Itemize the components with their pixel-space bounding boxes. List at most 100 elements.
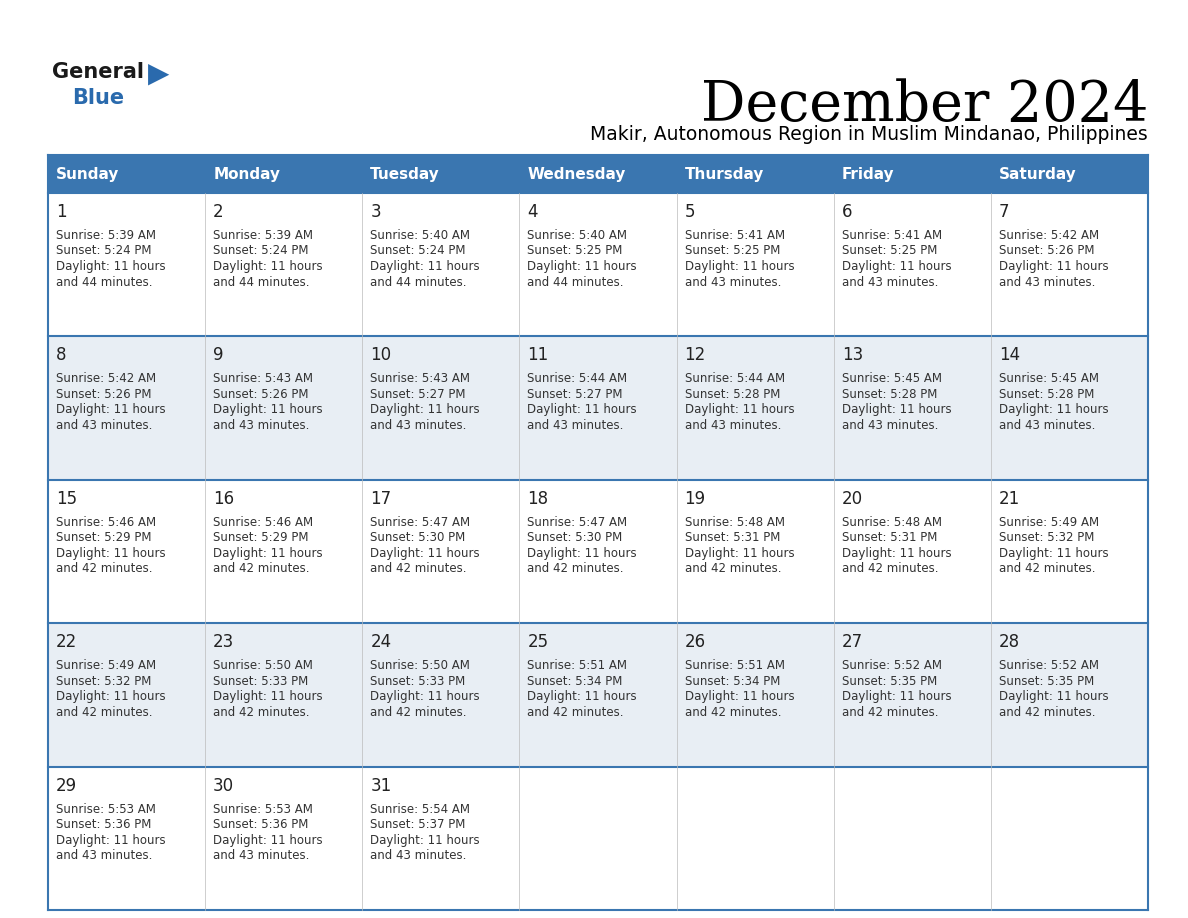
Text: Sunset: 5:34 PM: Sunset: 5:34 PM bbox=[527, 675, 623, 688]
Text: and 43 minutes.: and 43 minutes. bbox=[527, 419, 624, 431]
Text: Sunset: 5:31 PM: Sunset: 5:31 PM bbox=[684, 532, 781, 544]
Text: Sunrise: 5:54 AM: Sunrise: 5:54 AM bbox=[371, 802, 470, 815]
Text: Sunrise: 5:39 AM: Sunrise: 5:39 AM bbox=[213, 229, 314, 242]
Text: Sunset: 5:26 PM: Sunset: 5:26 PM bbox=[999, 244, 1094, 258]
Text: Sunset: 5:28 PM: Sunset: 5:28 PM bbox=[999, 388, 1094, 401]
Bar bbox=[48, 480, 1148, 623]
Text: ▶: ▶ bbox=[148, 60, 170, 88]
Text: and 43 minutes.: and 43 minutes. bbox=[56, 849, 152, 862]
Text: Daylight: 11 hours: Daylight: 11 hours bbox=[999, 547, 1108, 560]
Text: Daylight: 11 hours: Daylight: 11 hours bbox=[56, 260, 165, 273]
Text: Daylight: 11 hours: Daylight: 11 hours bbox=[527, 260, 637, 273]
Text: Daylight: 11 hours: Daylight: 11 hours bbox=[527, 547, 637, 560]
Text: and 42 minutes.: and 42 minutes. bbox=[371, 706, 467, 719]
Text: and 42 minutes.: and 42 minutes. bbox=[842, 706, 939, 719]
Text: 13: 13 bbox=[842, 346, 862, 364]
Text: Sunrise: 5:50 AM: Sunrise: 5:50 AM bbox=[213, 659, 312, 672]
Text: Sunrise: 5:41 AM: Sunrise: 5:41 AM bbox=[842, 229, 942, 242]
Text: Makir, Autonomous Region in Muslim Mindanao, Philippines: Makir, Autonomous Region in Muslim Minda… bbox=[590, 125, 1148, 144]
Text: Sunset: 5:25 PM: Sunset: 5:25 PM bbox=[684, 244, 781, 258]
Text: Daylight: 11 hours: Daylight: 11 hours bbox=[213, 547, 323, 560]
Text: Thursday: Thursday bbox=[684, 166, 764, 182]
Text: Sunrise: 5:42 AM: Sunrise: 5:42 AM bbox=[56, 373, 156, 386]
Text: 22: 22 bbox=[56, 633, 77, 651]
Text: 20: 20 bbox=[842, 490, 862, 508]
Text: 14: 14 bbox=[999, 346, 1020, 364]
Text: Sunrise: 5:43 AM: Sunrise: 5:43 AM bbox=[213, 373, 314, 386]
Text: Sunset: 5:33 PM: Sunset: 5:33 PM bbox=[371, 675, 466, 688]
Text: Daylight: 11 hours: Daylight: 11 hours bbox=[684, 260, 795, 273]
Text: 19: 19 bbox=[684, 490, 706, 508]
Text: and 43 minutes.: and 43 minutes. bbox=[213, 849, 310, 862]
Text: Sunset: 5:24 PM: Sunset: 5:24 PM bbox=[213, 244, 309, 258]
Text: Sunset: 5:24 PM: Sunset: 5:24 PM bbox=[56, 244, 152, 258]
Text: and 43 minutes.: and 43 minutes. bbox=[56, 419, 152, 431]
Text: Sunday: Sunday bbox=[56, 166, 119, 182]
Text: Sunset: 5:36 PM: Sunset: 5:36 PM bbox=[213, 818, 309, 831]
Text: Sunrise: 5:46 AM: Sunrise: 5:46 AM bbox=[213, 516, 314, 529]
Text: Daylight: 11 hours: Daylight: 11 hours bbox=[842, 690, 952, 703]
Text: Tuesday: Tuesday bbox=[371, 166, 440, 182]
Text: and 42 minutes.: and 42 minutes. bbox=[371, 563, 467, 576]
Text: Sunset: 5:37 PM: Sunset: 5:37 PM bbox=[371, 818, 466, 831]
Text: 9: 9 bbox=[213, 346, 223, 364]
Text: Sunrise: 5:47 AM: Sunrise: 5:47 AM bbox=[527, 516, 627, 529]
Text: and 44 minutes.: and 44 minutes. bbox=[213, 275, 310, 288]
Text: 1: 1 bbox=[56, 203, 67, 221]
Text: Sunset: 5:25 PM: Sunset: 5:25 PM bbox=[842, 244, 937, 258]
Text: Sunrise: 5:44 AM: Sunrise: 5:44 AM bbox=[527, 373, 627, 386]
Text: Sunrise: 5:40 AM: Sunrise: 5:40 AM bbox=[527, 229, 627, 242]
Text: 2: 2 bbox=[213, 203, 223, 221]
Text: Daylight: 11 hours: Daylight: 11 hours bbox=[527, 690, 637, 703]
Text: Sunset: 5:28 PM: Sunset: 5:28 PM bbox=[684, 388, 781, 401]
Text: Daylight: 11 hours: Daylight: 11 hours bbox=[842, 403, 952, 417]
Text: Sunset: 5:28 PM: Sunset: 5:28 PM bbox=[842, 388, 937, 401]
Text: 8: 8 bbox=[56, 346, 67, 364]
Text: Sunrise: 5:45 AM: Sunrise: 5:45 AM bbox=[999, 373, 1099, 386]
Text: Daylight: 11 hours: Daylight: 11 hours bbox=[56, 547, 165, 560]
Text: Daylight: 11 hours: Daylight: 11 hours bbox=[999, 260, 1108, 273]
Text: Sunrise: 5:48 AM: Sunrise: 5:48 AM bbox=[842, 516, 942, 529]
Text: Daylight: 11 hours: Daylight: 11 hours bbox=[56, 690, 165, 703]
Text: and 43 minutes.: and 43 minutes. bbox=[213, 419, 310, 431]
Text: 10: 10 bbox=[371, 346, 391, 364]
Text: Sunrise: 5:53 AM: Sunrise: 5:53 AM bbox=[213, 802, 312, 815]
Text: Sunset: 5:26 PM: Sunset: 5:26 PM bbox=[213, 388, 309, 401]
Text: Daylight: 11 hours: Daylight: 11 hours bbox=[371, 690, 480, 703]
Text: Sunrise: 5:47 AM: Sunrise: 5:47 AM bbox=[371, 516, 470, 529]
Text: Daylight: 11 hours: Daylight: 11 hours bbox=[371, 834, 480, 846]
Text: 15: 15 bbox=[56, 490, 77, 508]
Text: Sunrise: 5:43 AM: Sunrise: 5:43 AM bbox=[371, 373, 470, 386]
Text: and 44 minutes.: and 44 minutes. bbox=[371, 275, 467, 288]
Bar bbox=[48, 767, 1148, 910]
Text: 24: 24 bbox=[371, 633, 391, 651]
Text: 6: 6 bbox=[842, 203, 852, 221]
Text: 7: 7 bbox=[999, 203, 1010, 221]
Text: 5: 5 bbox=[684, 203, 695, 221]
Text: 4: 4 bbox=[527, 203, 538, 221]
Text: and 43 minutes.: and 43 minutes. bbox=[371, 849, 467, 862]
Text: Sunset: 5:25 PM: Sunset: 5:25 PM bbox=[527, 244, 623, 258]
Text: and 43 minutes.: and 43 minutes. bbox=[842, 419, 939, 431]
Text: Sunrise: 5:39 AM: Sunrise: 5:39 AM bbox=[56, 229, 156, 242]
Text: 29: 29 bbox=[56, 777, 77, 795]
Text: and 42 minutes.: and 42 minutes. bbox=[527, 706, 624, 719]
Text: Sunset: 5:31 PM: Sunset: 5:31 PM bbox=[842, 532, 937, 544]
Text: Sunset: 5:24 PM: Sunset: 5:24 PM bbox=[371, 244, 466, 258]
Text: and 42 minutes.: and 42 minutes. bbox=[684, 706, 781, 719]
Text: Wednesday: Wednesday bbox=[527, 166, 626, 182]
Text: Friday: Friday bbox=[842, 166, 895, 182]
Text: Sunrise: 5:51 AM: Sunrise: 5:51 AM bbox=[684, 659, 784, 672]
Text: 18: 18 bbox=[527, 490, 549, 508]
Text: Daylight: 11 hours: Daylight: 11 hours bbox=[684, 690, 795, 703]
Text: and 42 minutes.: and 42 minutes. bbox=[56, 563, 152, 576]
Text: Monday: Monday bbox=[213, 166, 280, 182]
Text: and 44 minutes.: and 44 minutes. bbox=[56, 275, 152, 288]
Text: Sunset: 5:27 PM: Sunset: 5:27 PM bbox=[371, 388, 466, 401]
Text: Sunset: 5:29 PM: Sunset: 5:29 PM bbox=[213, 532, 309, 544]
Text: Daylight: 11 hours: Daylight: 11 hours bbox=[56, 403, 165, 417]
Bar bbox=[48, 193, 1148, 336]
Text: and 42 minutes.: and 42 minutes. bbox=[527, 563, 624, 576]
Text: Daylight: 11 hours: Daylight: 11 hours bbox=[684, 403, 795, 417]
Text: and 42 minutes.: and 42 minutes. bbox=[999, 706, 1095, 719]
